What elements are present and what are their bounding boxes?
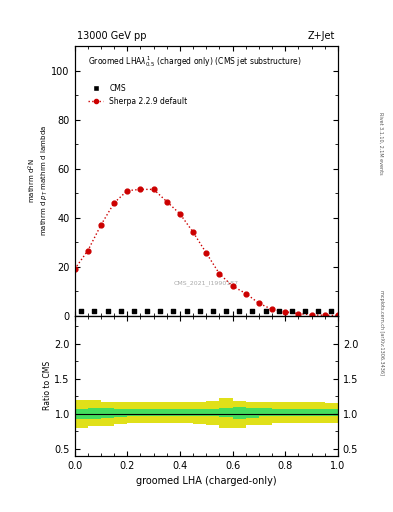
Sherpa 2.2.9 default	[282, 308, 288, 316]
Text: Rivet 3.1.10, 2.1M events: Rivet 3.1.10, 2.1M events	[379, 112, 384, 175]
CMS	[184, 307, 190, 315]
Text: Z+Jet: Z+Jet	[308, 31, 335, 40]
Sherpa 2.2.9 default	[321, 311, 328, 319]
Legend: CMS, Sherpa 2.2.9 default: CMS, Sherpa 2.2.9 default	[86, 82, 189, 107]
Sherpa 2.2.9 default	[256, 299, 262, 307]
CMS	[210, 307, 216, 315]
Text: CMS_2021_I1990187: CMS_2021_I1990187	[174, 281, 239, 286]
CMS	[302, 307, 308, 315]
Sherpa 2.2.9 default	[151, 185, 157, 194]
CMS	[275, 307, 282, 315]
CMS	[170, 307, 176, 315]
Y-axis label: Ratio to CMS: Ratio to CMS	[43, 361, 51, 410]
X-axis label: groomed LHA (charged-only): groomed LHA (charged-only)	[136, 476, 277, 486]
Sherpa 2.2.9 default	[98, 221, 104, 229]
Sherpa 2.2.9 default	[138, 185, 144, 194]
Sherpa 2.2.9 default	[269, 305, 275, 313]
CMS	[289, 307, 295, 315]
CMS	[91, 307, 97, 315]
Sherpa 2.2.9 default	[295, 309, 301, 317]
CMS	[78, 307, 84, 315]
CMS	[249, 307, 255, 315]
Sherpa 2.2.9 default	[203, 249, 209, 257]
CMS	[236, 307, 242, 315]
Sherpa 2.2.9 default	[242, 289, 249, 297]
CMS	[131, 307, 137, 315]
Sherpa 2.2.9 default	[230, 282, 236, 290]
CMS	[196, 307, 203, 315]
Text: Groomed LHA$\lambda^{1}_{0.5}$ (charged only) (CMS jet substructure): Groomed LHA$\lambda^{1}_{0.5}$ (charged …	[88, 54, 302, 69]
Y-axis label: mathrm d$^2$N
mathrm d $p_T$ mathrm d lambda: mathrm d$^2$N mathrm d $p_T$ mathrm d la…	[27, 125, 50, 237]
Sherpa 2.2.9 default	[190, 228, 196, 237]
CMS	[118, 307, 124, 315]
Sherpa 2.2.9 default	[124, 186, 130, 195]
Text: mcplots.cern.ch [arXiv:1306.3436]: mcplots.cern.ch [arXiv:1306.3436]	[379, 290, 384, 375]
Sherpa 2.2.9 default	[177, 210, 183, 218]
Sherpa 2.2.9 default	[72, 265, 78, 273]
Sherpa 2.2.9 default	[163, 198, 170, 206]
CMS	[315, 307, 321, 315]
Sherpa 2.2.9 default	[309, 311, 315, 319]
Text: 13000 GeV pp: 13000 GeV pp	[77, 31, 147, 40]
Sherpa 2.2.9 default	[111, 199, 117, 207]
CMS	[105, 307, 111, 315]
CMS	[328, 307, 334, 315]
CMS	[157, 307, 163, 315]
CMS	[223, 307, 229, 315]
Sherpa 2.2.9 default	[85, 247, 91, 255]
CMS	[144, 307, 150, 315]
Sherpa 2.2.9 default	[335, 311, 341, 319]
Sherpa 2.2.9 default	[216, 270, 222, 278]
CMS	[263, 307, 269, 315]
